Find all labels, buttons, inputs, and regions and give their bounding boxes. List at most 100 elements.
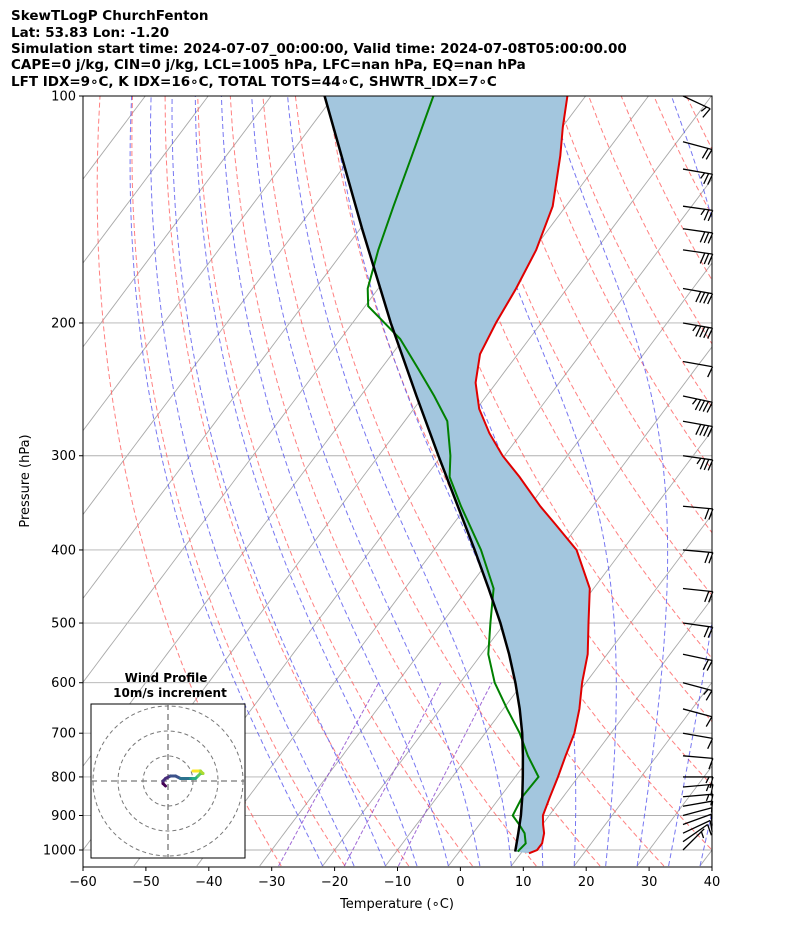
- isotherm-line: [83, 96, 461, 600]
- barb-feather: [703, 209, 710, 221]
- barb-feather: [706, 401, 713, 413]
- barb-feather: [705, 716, 713, 727]
- barb-staff: [682, 587, 713, 593]
- barb-feather: [700, 106, 707, 112]
- barb-feather: [700, 208, 706, 216]
- barb-feather: [699, 326, 706, 338]
- barb-feather: [705, 784, 710, 792]
- wind-barb: [682, 455, 714, 471]
- y-tick-label: 1000: [43, 844, 76, 859]
- wind-barb: [682, 141, 713, 160]
- isotherm-line: [510, 597, 712, 867]
- barb-feather: [702, 401, 710, 412]
- barb-staff: [682, 95, 711, 110]
- time-line: Simulation start time: 2024-07-07_00:00:…: [11, 41, 627, 57]
- barb-staff: [682, 800, 713, 807]
- moist-adiabat: [194, 96, 418, 867]
- barb-staff: [682, 793, 713, 798]
- moist-adiabat: [251, 96, 481, 867]
- barb-feather: [705, 149, 713, 160]
- barb-feather: [703, 626, 710, 638]
- wind-barb: [682, 587, 714, 603]
- barb-staff: [682, 395, 713, 403]
- y-tick-label: 700: [51, 727, 76, 742]
- index-line: LFT IDX=9∘C, K IDX=16∘C, TOTAL TOTS=44∘C…: [11, 74, 497, 90]
- barb-feather: [703, 232, 710, 244]
- barb-staff: [682, 205, 713, 211]
- barb-feather: [703, 459, 710, 471]
- dry-adiabat: [588, 96, 712, 345]
- dry-adiabat: [197, 96, 473, 867]
- x-tick-label: −10: [384, 875, 411, 890]
- wind-barb: [682, 549, 714, 564]
- x-tick-label: 30: [641, 875, 658, 890]
- wind-barb: [682, 682, 713, 701]
- barb-staff: [682, 141, 713, 151]
- barb-feather: [705, 776, 710, 784]
- barb-staff: [682, 828, 705, 851]
- barb-staff: [682, 653, 713, 662]
- x-tick-label: −20: [321, 875, 348, 890]
- barb-staff: [682, 360, 713, 368]
- barb-feather: [695, 325, 702, 337]
- barb-feather: [704, 591, 710, 603]
- barb-staff: [682, 455, 713, 461]
- barb-feather: [699, 292, 706, 303]
- x-tick-label: −60: [69, 875, 96, 890]
- mixing-ratio-line: [278, 682, 380, 867]
- cape-line: CAPE=0 j/kg, CIN=0 j/kg, LCL=1005 hPa, L…: [11, 57, 526, 73]
- barb-feather: [706, 660, 713, 671]
- y-axis-label: Pressure (hPa): [18, 434, 33, 527]
- y-tick-label: 200: [51, 316, 76, 331]
- barb-feather: [698, 400, 706, 412]
- isotherm-line: [83, 96, 398, 516]
- wind-barb: [682, 823, 713, 843]
- barb-staff: [682, 823, 708, 843]
- dry-adiabat: [719, 96, 794, 866]
- dry-adiabat: [262, 96, 601, 867]
- x-axis-ticks: −60 −50 −40 −30 −20 −10 0 10 20 30 40: [69, 867, 720, 890]
- dry-adiabat: [392, 96, 712, 723]
- barb-staff: [682, 755, 713, 760]
- barb-feather: [692, 325, 698, 332]
- barb-staff: [682, 249, 713, 255]
- dry-adiabat: [294, 96, 665, 867]
- barb-staff: [682, 708, 713, 718]
- isotherm-line: [448, 513, 712, 867]
- y-tick-label: 900: [51, 809, 76, 824]
- x-tick-label: −30: [258, 875, 285, 890]
- moist-adiabat: [150, 96, 355, 867]
- barb-staff: [682, 287, 713, 295]
- barb-staff: [682, 420, 713, 428]
- moist-adiabat: [330, 96, 544, 867]
- location-line: Lat: 53.83 Lon: -1.20: [11, 25, 170, 41]
- barb-staff: [682, 813, 712, 826]
- x-tick-label: 40: [704, 875, 721, 890]
- barb-feather: [695, 424, 702, 435]
- x-axis-label: Temperature (∘C): [339, 897, 454, 912]
- dewpoint-line: [366, 96, 540, 853]
- moist-adiabat: [220, 96, 449, 867]
- x-tick-label: 0: [456, 875, 464, 890]
- dry-adiabat: [229, 96, 537, 867]
- barb-feather: [700, 831, 705, 839]
- barb-staff: [682, 783, 713, 788]
- sounding-lines: [323, 96, 591, 855]
- barb-feather: [699, 458, 706, 470]
- dry-adiabat: [523, 96, 712, 471]
- wind-barb: [682, 287, 714, 305]
- x-tick-label: 20: [578, 875, 595, 890]
- barb-feather: [703, 689, 709, 695]
- barb-feather: [699, 424, 706, 436]
- wind-barb: [682, 807, 713, 820]
- barb-feather: [691, 398, 698, 405]
- barb-feather: [701, 148, 709, 159]
- dry-adiabat: [490, 96, 712, 534]
- mixing-ratio-line: [397, 682, 493, 867]
- mixing-ratio-line: [343, 682, 442, 867]
- cin-shading: [324, 96, 590, 854]
- barb-feather: [703, 173, 710, 185]
- wind-barb: [682, 732, 714, 750]
- parcel-line: [323, 96, 525, 852]
- isotherm-line: [83, 96, 524, 684]
